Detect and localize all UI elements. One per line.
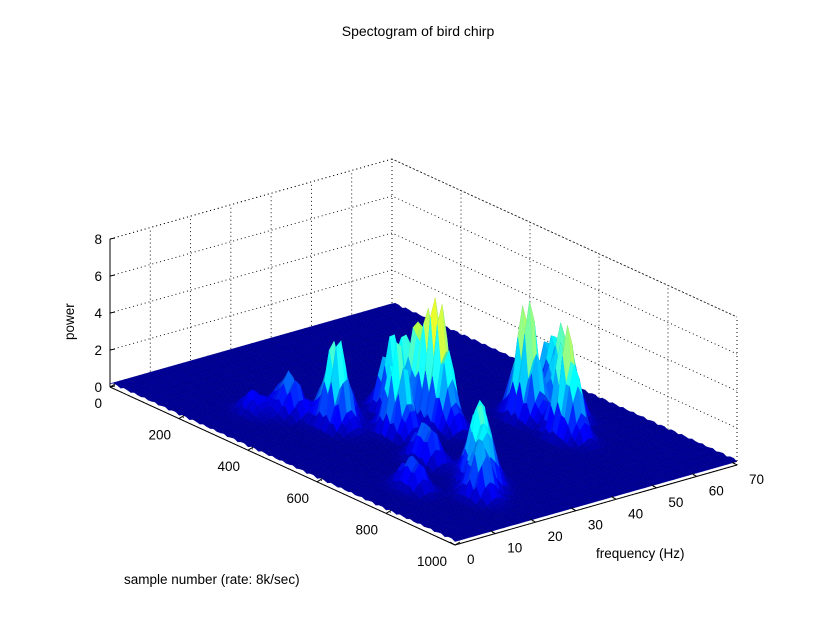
grid-line [109,158,738,318]
grid-line [391,158,738,318]
surface-mesh [109,297,738,542]
grid-line [109,158,393,240]
